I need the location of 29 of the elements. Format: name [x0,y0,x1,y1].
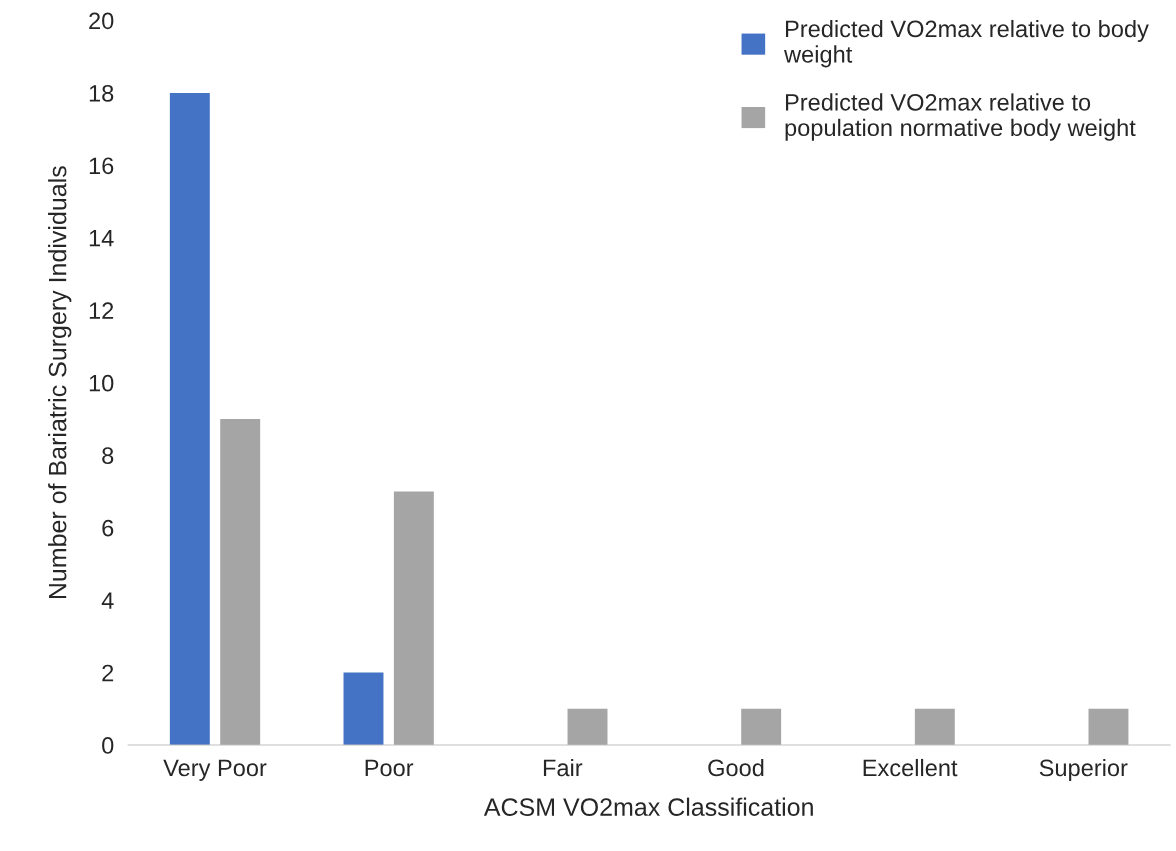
y-tick-label: 20 [89,12,114,30]
bar [914,708,955,746]
x-tick-label: Very Poor [163,759,267,781]
bar [343,672,384,746]
y-tick-label: 2 [102,664,114,682]
y-tick-label: 8 [102,447,114,464]
y-axis-title: Number of Bariatric Surgery Individuals [48,166,72,599]
y-tick-label: 18 [89,84,114,102]
y-tick-label: 6 [102,519,114,537]
x-tick-label: Good [708,758,764,777]
y-tick-label: 0 [102,737,114,754]
bar [393,491,434,746]
bar [567,708,608,746]
y-tick-label: 12 [89,302,114,319]
y-tick-label: 14 [89,230,114,247]
x-tick-label: Poor [365,759,414,777]
legend-label: Predicted VO2max relative to body weight [784,19,1149,68]
y-tick-label: 16 [89,157,114,175]
y-tick-label: 4 [101,592,114,609]
y-tick-label: 10 [89,374,114,392]
legend-label: Predicted VO2max relative to population normative body weight [785,93,1136,141]
bar [741,708,782,746]
x-axis-title: ACSM VO2max Classification [483,797,813,816]
bar [169,92,210,746]
x-tick-label: Fair [543,758,583,777]
bar [220,418,261,746]
x-tick-label: Superior [1039,758,1128,781]
x-tick-label: Excellent [863,758,958,777]
bar [1088,708,1129,746]
